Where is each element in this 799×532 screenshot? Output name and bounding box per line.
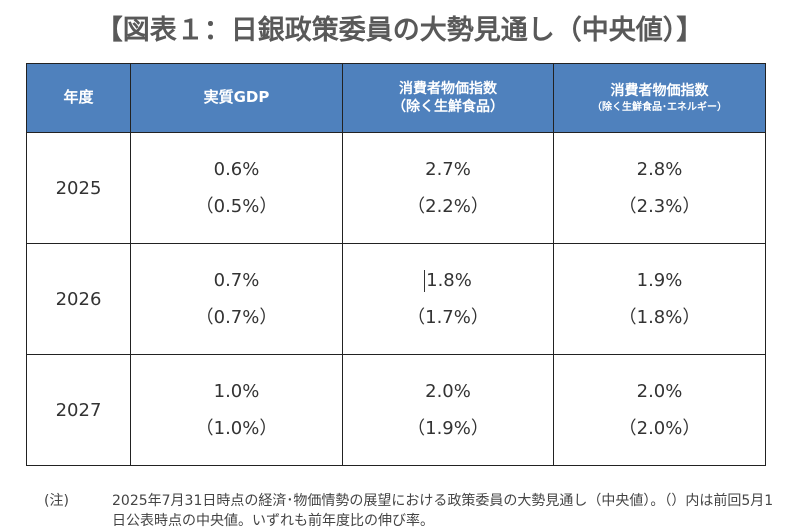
gdp-cell: 0.7% （0.7%）: [130, 243, 343, 355]
core-cpi-cell: 1.9% （1.8%）: [553, 243, 766, 355]
core-cpi-value: 2.0%: [636, 381, 683, 402]
year-cell: 2027: [26, 354, 131, 466]
table-row: 2027 1.0% （1.0%） 2.0% （1.9%） 2.0% （2.0%）: [26, 354, 766, 466]
core-cpi-cell: 2.0% （2.0%）: [553, 354, 766, 466]
cpi-value: 2.7%: [425, 159, 471, 180]
header-core-core-cpi: 消費者物価指数 （除く生鮮食品･エネルギー）: [553, 63, 766, 133]
core-cpi-value: 1.9%: [636, 270, 683, 291]
cpi-cell: 2.0% （1.9%）: [342, 354, 554, 466]
core-cpi-previous-value: （1.8%）: [618, 307, 701, 328]
gdp-previous-value: （0.7%）: [195, 307, 278, 328]
header-core-cpi: 消費者物価指数 （除く生鮮食品）: [342, 63, 554, 133]
cpi-previous-value: （1.9%）: [407, 418, 489, 439]
gdp-cell: 1.0% （1.0%）: [130, 354, 343, 466]
cpi-previous-value: （1.7%）: [407, 307, 489, 328]
year-cell: 2025: [26, 132, 131, 244]
gdp-value: 0.6%: [213, 159, 260, 180]
year-cell: 2026: [26, 243, 131, 355]
footnote: (注) 2025年7月31日時点の経済･物価情勢の展望における政策委員の大勢見通…: [44, 491, 784, 531]
table-row: 2025 0.6% （0.5%） 2.7% （2.2%） 2.8% （2.3%）: [26, 132, 766, 244]
cpi-value: 2.0%: [425, 381, 471, 402]
header-year: 年度: [26, 63, 131, 133]
gdp-previous-value: （0.5%）: [195, 196, 278, 217]
cpi-value: 1.8%: [426, 270, 472, 291]
gdp-previous-value: （1.0%）: [195, 418, 278, 439]
core-cpi-previous-value: （2.3%）: [618, 196, 701, 217]
page-title: 【図表１：日銀政策委員の大勢見通し（中央値）】: [95, 15, 704, 46]
gdp-value: 0.7%: [213, 270, 260, 291]
table-row: 2026 0.7% （0.7%） 1.8% （1.7%） 1.9% （1.8%）: [26, 243, 766, 355]
core-cpi-previous-value: （2.0%）: [618, 418, 701, 439]
core-cpi-value: 2.8%: [636, 159, 683, 180]
cpi-value-line: 1.8%: [343, 262, 553, 299]
header-real-gdp: 実質GDP: [130, 63, 343, 133]
gdp-cell: 0.6% （0.5%）: [130, 132, 343, 244]
footnote-label: (注): [44, 493, 69, 509]
text-cursor: [424, 270, 426, 292]
cpi-cell: 1.8% （1.7%）: [342, 243, 554, 355]
cpi-cell: 2.7% （2.2%）: [342, 132, 554, 244]
table-header-row: 年度 実質GDP 消費者物価指数 （除く生鮮食品） 消費者物価指数 （除く生鮮食…: [26, 63, 766, 133]
core-cpi-cell: 2.8% （2.3%）: [553, 132, 766, 244]
cpi-previous-value: （2.2%）: [407, 196, 489, 217]
footnote-text: 2025年7月31日時点の経済･物価情勢の展望における政策委員の大勢見通し（中央…: [112, 493, 774, 529]
gdp-value: 1.0%: [213, 381, 260, 402]
forecast-table: 年度 実質GDP 消費者物価指数 （除く生鮮食品） 消費者物価指数 （除く生鮮食…: [26, 63, 766, 466]
